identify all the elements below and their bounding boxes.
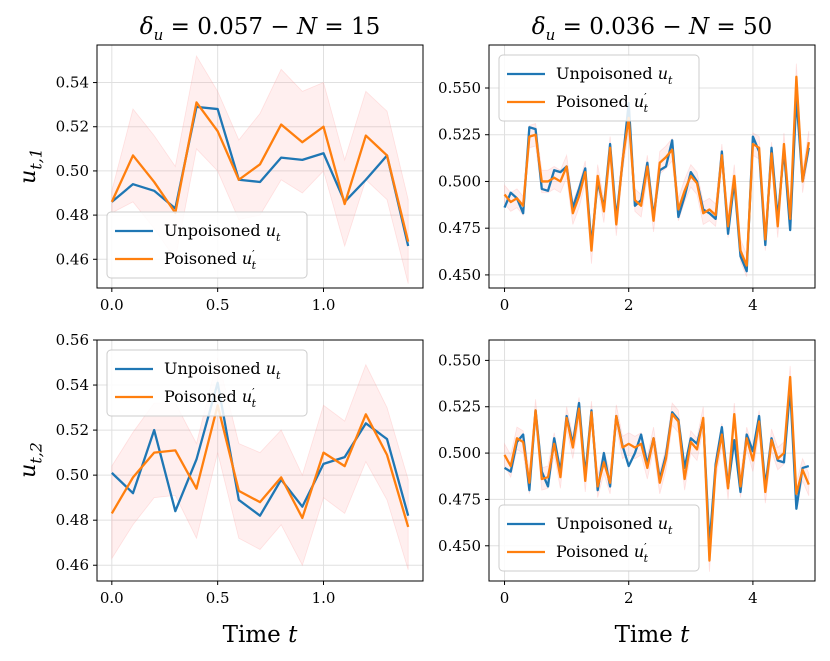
y-tick-label: 0.500: [438, 444, 481, 462]
x-tick-label: 0.0: [100, 589, 124, 607]
plot-area: [503, 63, 810, 277]
y-axis-label-top: ut,1: [16, 148, 46, 184]
y-tick-label: 0.450: [438, 266, 481, 284]
x-axis-label: Time t: [223, 622, 298, 648]
chart-title: δu = 0.036 − N = 50: [532, 14, 772, 44]
y-tick-label: 0.52: [56, 118, 89, 136]
legend-box: [106, 349, 308, 417]
y-axis-label-top-text: ut,1: [16, 148, 46, 184]
y-axis-label-bottom: ut,2: [16, 442, 46, 478]
y-tick-label: 0.450: [438, 537, 481, 555]
y-tick-label: 0.525: [438, 126, 481, 144]
series-line-poisoned: [110, 101, 410, 242]
plot-area: [503, 365, 810, 572]
legend: Unpoisoned ut Poisoned u′ t: [498, 54, 700, 122]
y-tick-label: 0.54: [56, 74, 89, 92]
y-tick-label: 0.500: [438, 172, 481, 190]
axes-frame: [488, 44, 816, 289]
legend-box: [106, 211, 308, 279]
legend-label: Poisoned u′ t: [164, 248, 257, 272]
chart-panel-bottom-left: 0.0 0.5 1.0 0.46 0.48 0.50 0.52 0.54 0.56 Unpoiso…: [56, 331, 424, 607]
legend-label: Unpoisoned ut: [164, 359, 281, 382]
legend: Unpoisoned ut Poisoned u′ t: [106, 211, 308, 279]
series-line-poisoned: [503, 75, 810, 267]
series-line-poisoned: [110, 404, 410, 528]
chart-panel-top-right: 0 2 4 0.450 0.475 0.500 0.525 0.550 δu = 0.036 −…: [438, 14, 816, 314]
x-tick-label: 2: [624, 589, 634, 607]
y-tick-label: 0.46: [56, 250, 89, 268]
y-tick-label: 0.475: [438, 219, 481, 237]
confidence-band: [111, 54, 409, 284]
y-tick-label: 0.48: [56, 511, 89, 529]
series-line-poisoned: [503, 375, 810, 562]
legend-box: [498, 54, 700, 122]
legend-label: Unpoisoned ut: [556, 514, 673, 537]
axes-frame: [96, 339, 424, 582]
y-tick-label: 0.54: [56, 376, 89, 394]
y-tick-label: 0.46: [56, 556, 89, 574]
chart-panel-bottom-right: 0 2 4 0.450 0.475 0.500 0.525 0.550 Unpoisoned u…: [438, 339, 816, 607]
axes-frame: [96, 44, 424, 289]
x-tick-label: 1.0: [312, 589, 336, 607]
x-tick-label: 0.5: [206, 296, 230, 314]
legend-box: [498, 504, 700, 572]
y-tick-label: 0.48: [56, 206, 89, 224]
y-tick-label: 0.525: [438, 398, 481, 416]
y-tick-label: 0.550: [438, 351, 481, 369]
y-tick-label: 0.475: [438, 490, 481, 508]
y-tick-label: 0.52: [56, 421, 89, 439]
plot-area: [110, 54, 410, 284]
x-axis-label: Time t: [615, 622, 690, 648]
x-tick-label: 1.0: [312, 296, 336, 314]
legend-label: Unpoisoned ut: [556, 64, 673, 87]
y-tick-label: 0.550: [438, 79, 481, 97]
series-line-unpoisoned: [111, 105, 410, 247]
legend-label: Poisoned u′ t: [556, 541, 649, 565]
x-tick-label: 0.0: [100, 296, 124, 314]
x-tick-label: 4: [748, 589, 758, 607]
x-tick-label: 0: [500, 296, 510, 314]
axes-frame: [488, 339, 816, 582]
y-tick-label: 0.50: [56, 466, 89, 484]
x-tick-label: 4: [748, 296, 758, 314]
x-tick-label: 0: [500, 589, 510, 607]
legend-label: Poisoned u′ t: [556, 91, 649, 115]
y-axis-label-bottom-text: ut,2: [16, 442, 46, 478]
legend: Unpoisoned ut Poisoned u′ t: [498, 504, 700, 572]
y-tick-label: 0.56: [56, 331, 89, 349]
chart-panel-top-left: 0.0 0.5 1.0 0.46 0.48 0.50 0.52 0.54 δu = 0.057 …: [56, 14, 424, 314]
legend: Unpoisoned ut Poisoned u′ t: [106, 349, 308, 417]
legend-label: Poisoned u′ t: [164, 386, 257, 410]
chart-title: δu = 0.057 − N = 15: [140, 14, 380, 44]
x-tick-label: 0.5: [206, 589, 230, 607]
y-tick-label: 0.50: [56, 162, 89, 180]
x-tick-label: 2: [624, 296, 634, 314]
legend-label: Unpoisoned ut: [164, 221, 281, 244]
